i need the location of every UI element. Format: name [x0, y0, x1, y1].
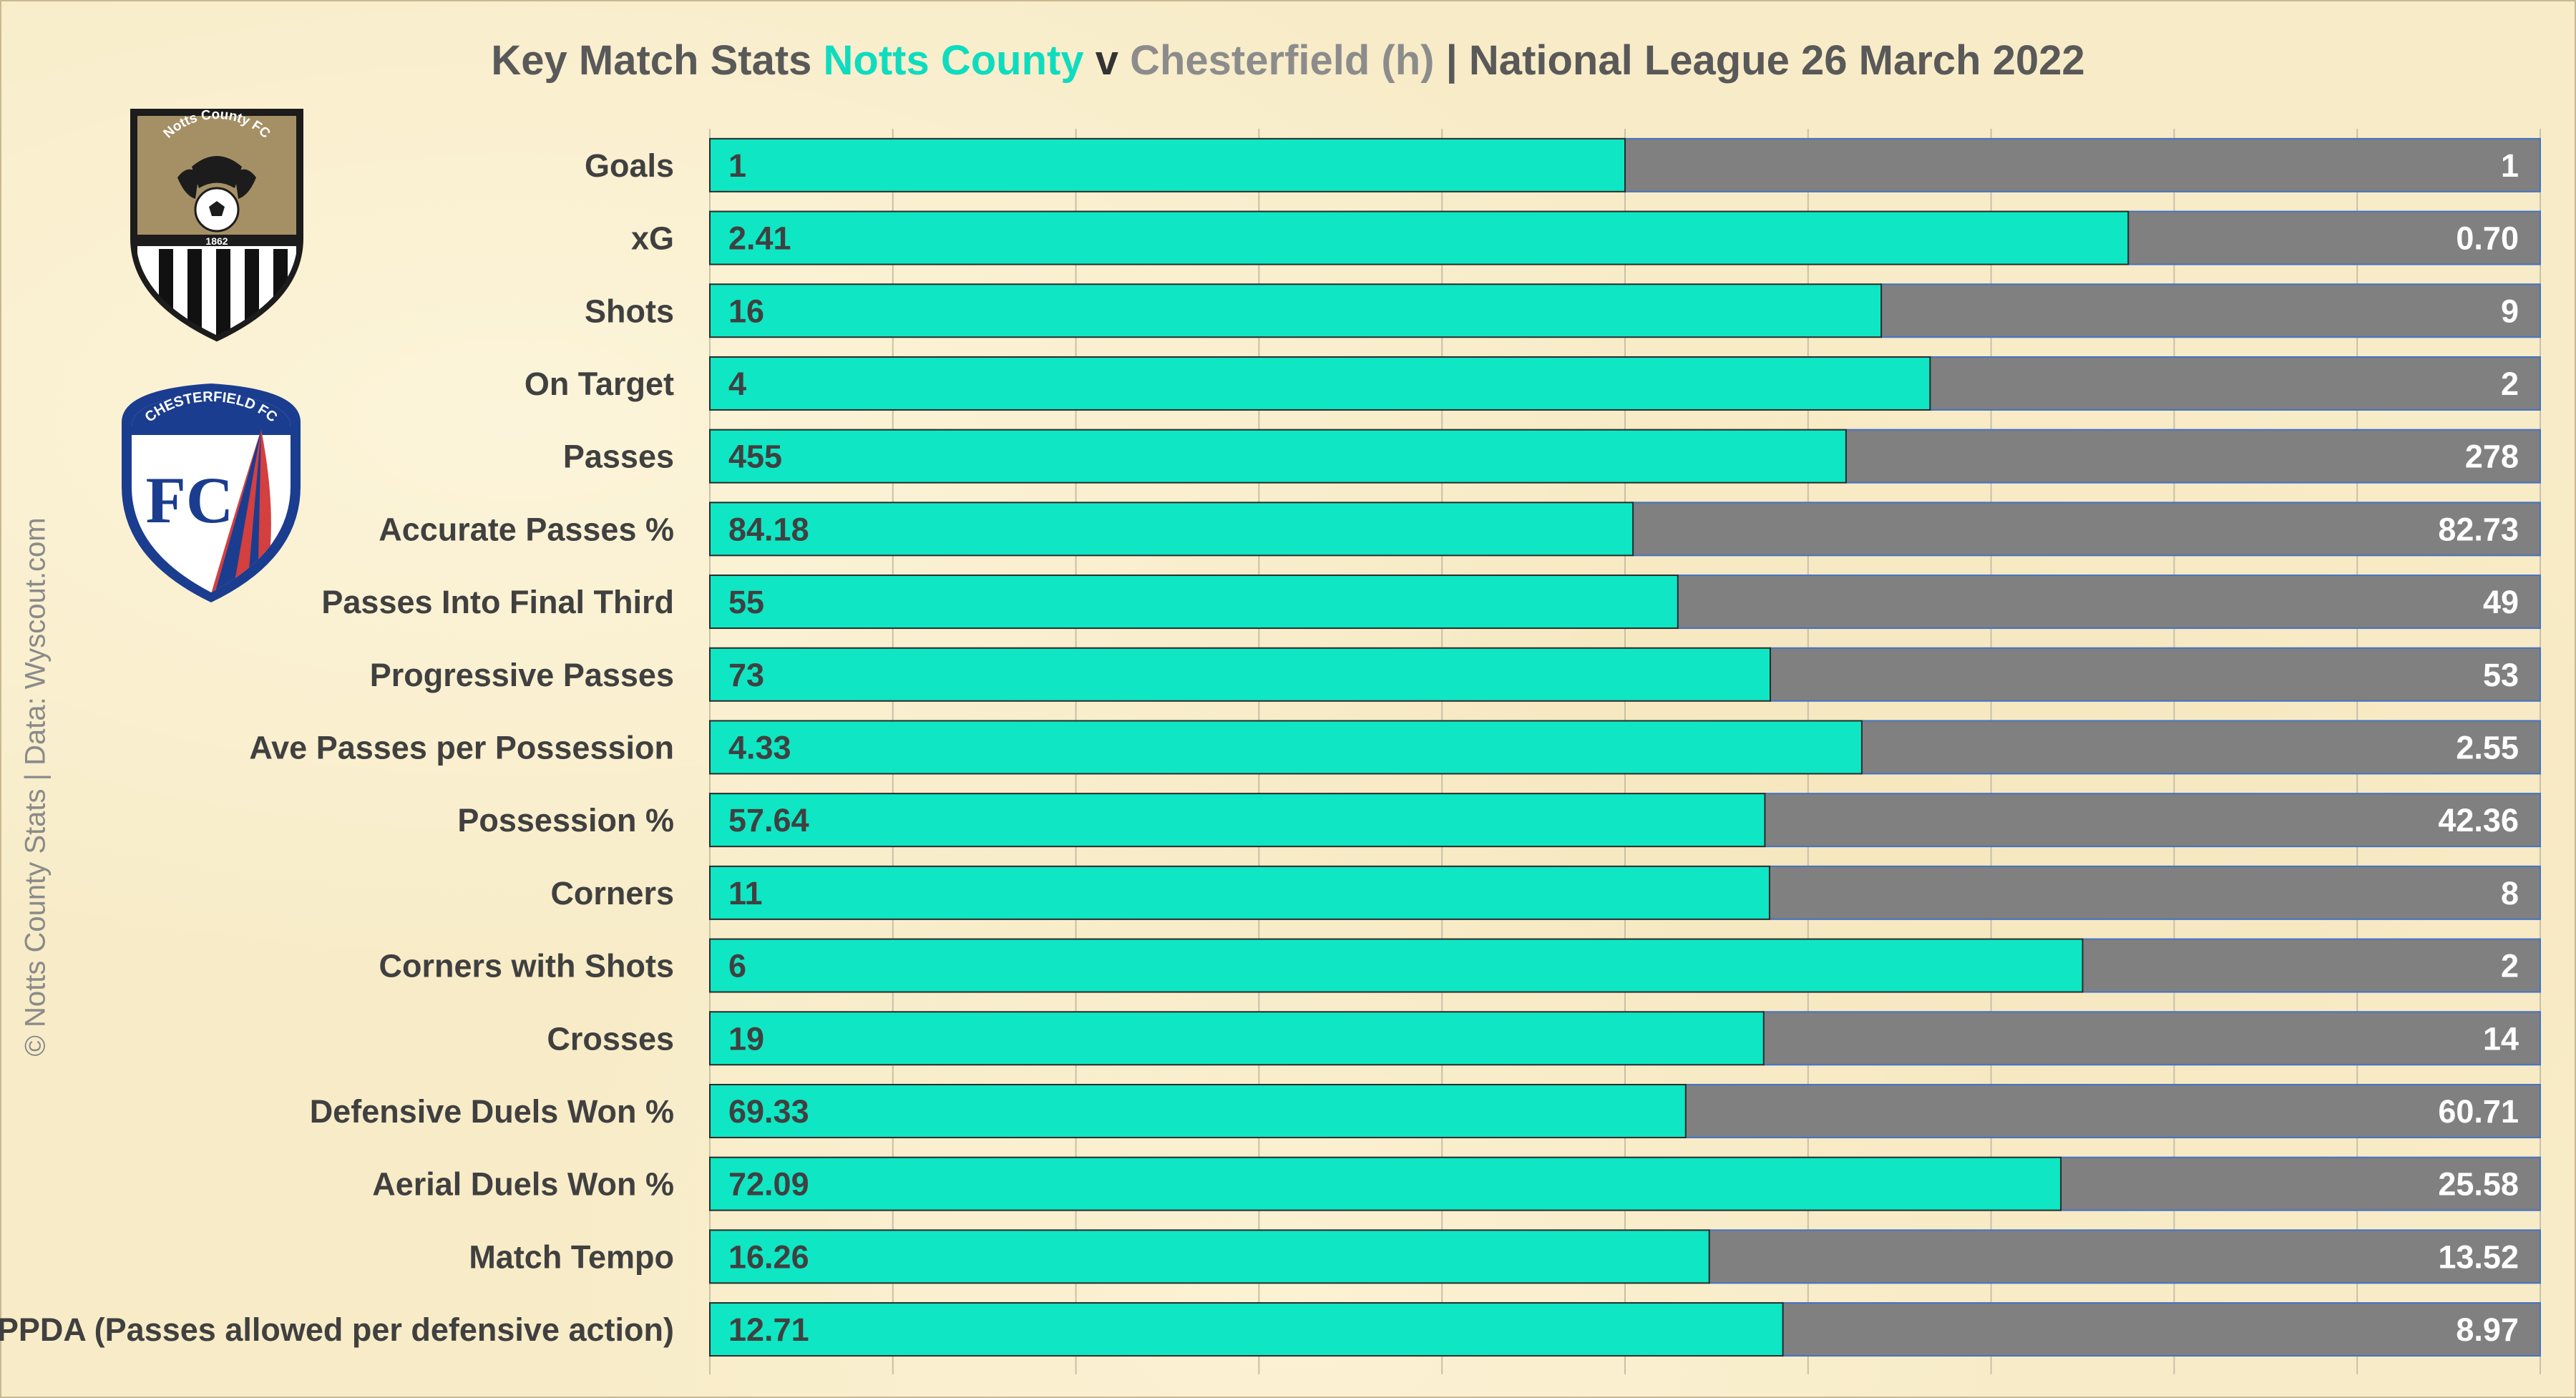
- home-value-label: 4: [728, 366, 746, 402]
- category-label: Ave Passes per Possession: [249, 729, 674, 766]
- home-value-label: 6: [728, 948, 746, 984]
- category-label: Passes Into Final Third: [321, 584, 674, 620]
- away-value-label: 49: [2483, 584, 2519, 620]
- title-home-team: Notts County: [823, 37, 1084, 84]
- away-bar: [1782, 1302, 2542, 1357]
- away-value-label: 60.71: [2438, 1093, 2519, 1130]
- away-bar: [1860, 720, 2541, 775]
- home-bar: [709, 575, 1679, 630]
- away-bar: [1845, 429, 2541, 484]
- away-value-label: 42.36: [2438, 802, 2519, 839]
- home-bar: [709, 647, 1772, 702]
- home-bar: [709, 938, 2084, 993]
- title-away-team: Chesterfield (h): [1130, 37, 1435, 84]
- home-value-label: 4.33: [728, 729, 791, 766]
- away-value-label: 8: [2501, 875, 2519, 911]
- home-value-label: 2.41: [728, 220, 791, 257]
- away-bar: [1770, 647, 2541, 702]
- home-bar: [709, 1083, 1687, 1138]
- away-bar: [1762, 1011, 2541, 1066]
- category-label: xG: [631, 220, 674, 257]
- home-value-label: 57.64: [728, 802, 809, 839]
- home-bar: [709, 502, 1634, 557]
- home-value-label: 72.09: [728, 1166, 809, 1203]
- home-value-label: 1: [728, 147, 746, 184]
- home-value-label: 16.26: [728, 1238, 809, 1275]
- away-value-label: 53: [2483, 657, 2519, 693]
- home-bar: [709, 720, 1863, 775]
- away-bar: [1677, 575, 2542, 630]
- away-value-label: 1: [2501, 147, 2519, 184]
- category-label: Corners: [550, 875, 674, 911]
- away-bar: [1708, 1229, 2541, 1284]
- away-value-label: 9: [2501, 293, 2519, 329]
- category-label: Goals: [585, 147, 674, 184]
- away-value-label: 14: [2483, 1020, 2519, 1057]
- home-bar: [709, 793, 1766, 848]
- title-separator: v: [1083, 37, 1131, 84]
- away-bar: [1632, 502, 2541, 557]
- away-value-label: 82.73: [2438, 511, 2519, 547]
- home-value-label: 11: [728, 875, 763, 911]
- away-bar: [1768, 865, 2541, 920]
- away-value-label: 25.58: [2438, 1166, 2519, 1203]
- category-label: Passes: [563, 439, 674, 475]
- away-value-label: 278: [2465, 439, 2519, 475]
- away-bar: [1929, 356, 2541, 411]
- home-bar: [709, 1302, 1784, 1357]
- category-label: Possession %: [457, 802, 674, 839]
- away-bar: [2127, 210, 2541, 265]
- home-bar: [709, 137, 1626, 192]
- home-bar: [709, 356, 1931, 411]
- category-label: Aerial Duels Won %: [372, 1166, 674, 1203]
- home-bar: [709, 429, 1847, 484]
- away-bar: [1764, 793, 2541, 848]
- away-value-label: 2: [2501, 366, 2519, 402]
- notts-crest-year: 1862: [205, 235, 228, 247]
- home-bar: [709, 210, 2129, 265]
- title-suffix: | National League 26 March 2022: [1434, 37, 2085, 84]
- away-value-label: 2.55: [2456, 729, 2519, 766]
- home-value-label: 19: [728, 1020, 764, 1057]
- category-label: Defensive Duels Won %: [310, 1093, 674, 1130]
- notts-county-crest: Notts County FC 1862: [130, 107, 303, 342]
- home-bar: [709, 283, 1883, 338]
- category-label: Crosses: [547, 1020, 674, 1057]
- away-value-label: 2: [2501, 948, 2519, 984]
- away-bar: [1684, 1083, 2541, 1138]
- away-bar: [1880, 283, 2542, 338]
- category-label: PPDA (Passes allowed per defensive actio…: [0, 1311, 674, 1348]
- title-prefix: Key Match Stats: [491, 37, 824, 84]
- away-value-label: 13.52: [2438, 1238, 2519, 1275]
- away-value-label: 0.70: [2456, 220, 2519, 257]
- category-label: Accurate Passes %: [379, 511, 674, 547]
- home-bar: [709, 1011, 1765, 1066]
- category-label: Shots: [585, 293, 674, 329]
- away-value-label: 8.97: [2456, 1311, 2519, 1348]
- chesterfield-crest: CHESTERFIELD FC FC: [122, 383, 301, 602]
- away-bar: [2060, 1156, 2542, 1211]
- home-value-label: 73: [728, 657, 764, 693]
- category-label: On Target: [525, 366, 674, 402]
- away-bar: [1624, 137, 2541, 192]
- home-value-label: 12.71: [728, 1311, 809, 1348]
- home-bar: [709, 1229, 1710, 1284]
- home-value-label: 16: [728, 293, 764, 329]
- category-label: Corners with Shots: [379, 948, 674, 984]
- home-value-label: 455: [728, 439, 782, 475]
- chart-title: Key Match Stats Notts County v Chesterfi…: [0, 29, 2576, 93]
- away-bar: [2082, 938, 2541, 993]
- home-value-label: 69.33: [728, 1093, 809, 1130]
- home-value-label: 84.18: [728, 511, 809, 547]
- home-bar: [709, 1156, 2062, 1211]
- chesterfield-crest-initials: FC: [146, 464, 234, 537]
- category-label: Progressive Passes: [370, 657, 674, 693]
- home-value-label: 55: [728, 584, 764, 620]
- category-label: Match Tempo: [469, 1238, 674, 1275]
- home-bar: [709, 865, 1770, 920]
